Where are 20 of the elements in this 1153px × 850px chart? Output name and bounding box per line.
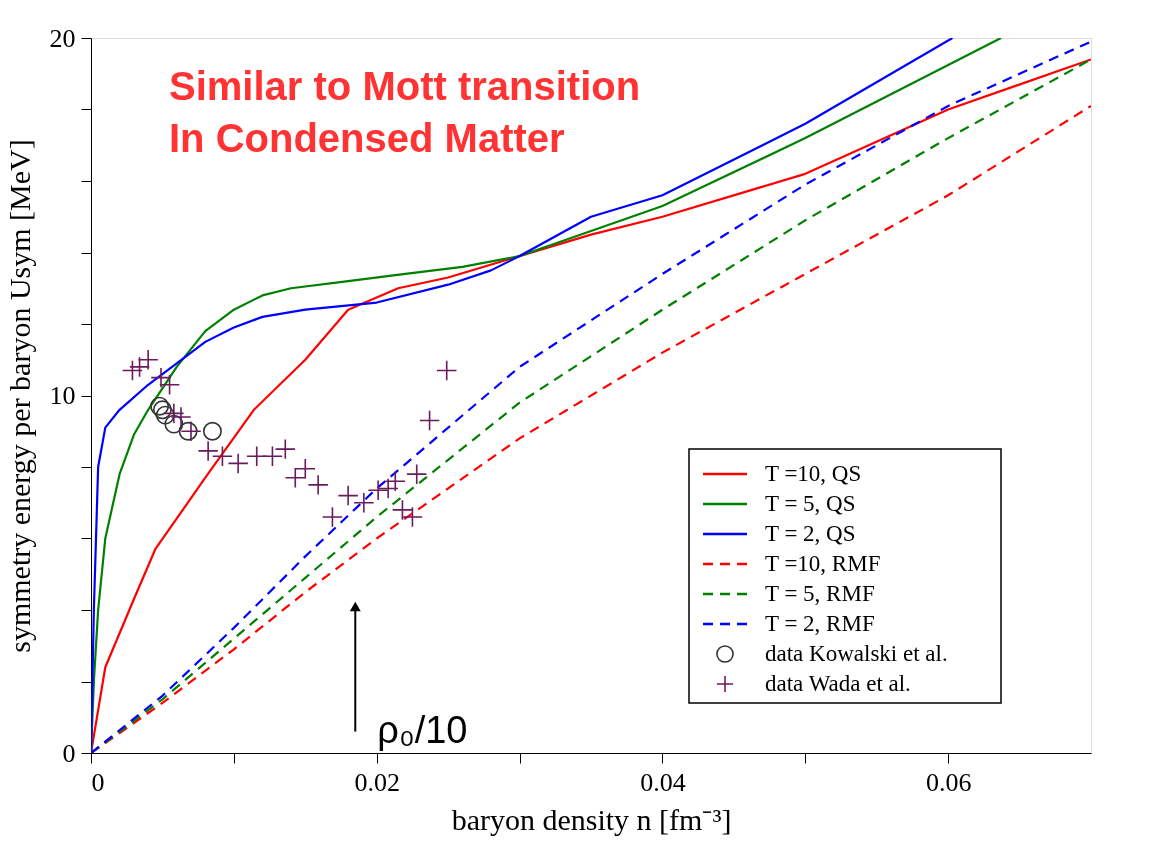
legend-label: data Kowalski et al. — [765, 641, 948, 666]
x-tick-label: 0.04 — [640, 767, 686, 797]
y-axis-title: symmetry energy per baryon Usym [MeV] — [2, 139, 36, 653]
legend-label: T = 2, RMF — [765, 611, 875, 636]
y-tick-label: 20 — [49, 23, 76, 53]
x-tick-label: 0 — [91, 767, 105, 797]
legend-label: T =10, QS — [765, 461, 862, 486]
legend-label: data Wada et al. — [765, 671, 911, 696]
x-tick-label: 0.02 — [354, 767, 400, 797]
legend-label: T =10, RMF — [765, 551, 881, 576]
y-tick-label: 0 — [62, 738, 76, 768]
annotation: ρ₀/10 — [377, 708, 468, 751]
legend-label: T = 2, QS — [765, 521, 856, 546]
annotation: Similar to Mott transition — [169, 64, 641, 108]
x-tick-label: 0.06 — [925, 767, 972, 797]
annotation: In Condensed Matter — [169, 116, 565, 160]
y-tick-label: 10 — [49, 381, 76, 410]
legend-label: T = 5, QS — [765, 491, 856, 516]
legend-label: T = 5, RMF — [765, 581, 875, 606]
x-axis-title: baryon density n [fm⁻³] — [451, 802, 732, 836]
